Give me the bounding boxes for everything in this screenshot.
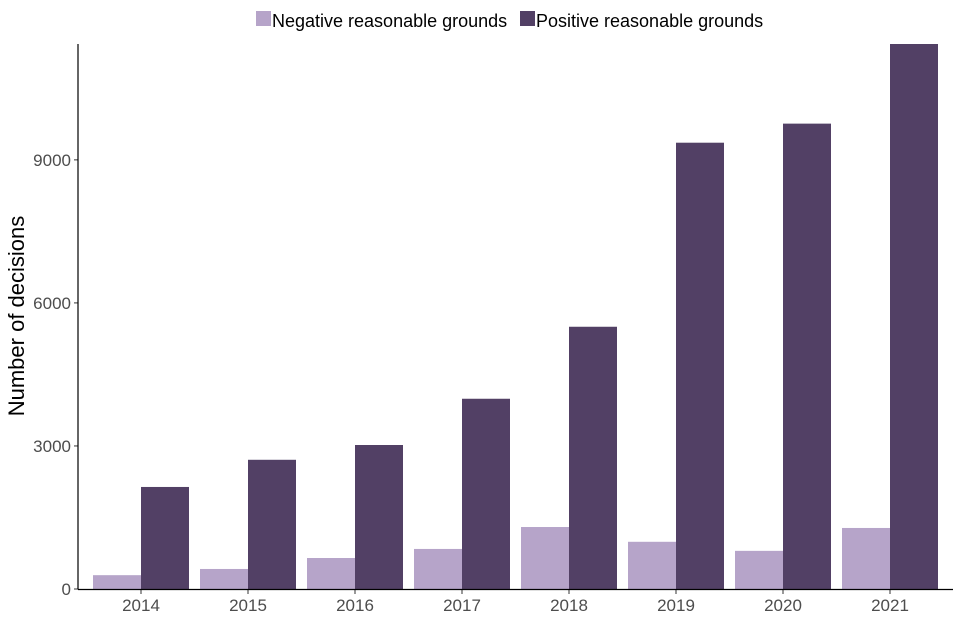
bar-positive-2017 xyxy=(462,398,510,589)
y-tick-label: 3000 xyxy=(33,437,71,456)
bar-negative-2017 xyxy=(414,548,462,589)
bar-negative-2015 xyxy=(200,568,248,589)
x-tick-label: 2019 xyxy=(657,596,695,615)
x-tick-label: 2021 xyxy=(871,596,909,615)
bar-positive-2016 xyxy=(355,445,403,589)
x-tick-label: 2020 xyxy=(764,596,802,615)
legend-swatch-positive xyxy=(520,11,535,26)
bar-negative-2020 xyxy=(735,550,783,589)
legend-swatch-negative xyxy=(256,11,271,26)
legend-label-positive: Positive reasonable grounds xyxy=(536,11,763,31)
bar-negative-2014 xyxy=(93,575,141,589)
x-tick-label: 2014 xyxy=(122,596,160,615)
legend-label-negative: Negative reasonable grounds xyxy=(272,11,507,31)
bar-negative-2021 xyxy=(842,527,890,589)
bar-negative-2019 xyxy=(628,541,676,589)
bar-negative-2016 xyxy=(307,558,355,589)
bar-positive-2018 xyxy=(569,326,617,589)
x-tick-label: 2015 xyxy=(229,596,267,615)
bar-negative-2018 xyxy=(521,527,569,589)
bar-positive-2020 xyxy=(783,123,831,589)
x-tick-label: 2016 xyxy=(336,596,374,615)
y-tick-label: 6000 xyxy=(33,294,71,313)
bar-positive-2021 xyxy=(890,44,938,589)
y-tick-label: 0 xyxy=(62,580,71,599)
x-tick-label: 2017 xyxy=(443,596,481,615)
y-tick-label: 9000 xyxy=(33,151,71,170)
bar-positive-2015 xyxy=(248,459,296,589)
legend: Negative reasonable grounds Positive reas… xyxy=(256,11,763,31)
x-tick-label: 2018 xyxy=(550,596,588,615)
bar-positive-2019 xyxy=(676,142,724,589)
y-axis-label: Number of decisions xyxy=(4,216,29,417)
bar-positive-2014 xyxy=(141,486,189,589)
